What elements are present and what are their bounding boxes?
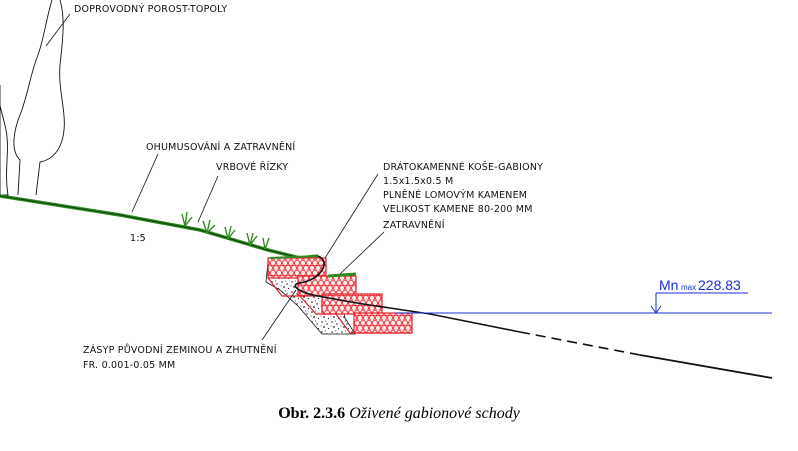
water-level: Mn max 228.83 <box>396 277 772 314</box>
backfill-label-2: FR. 0.001-0.05 MM <box>83 360 175 371</box>
humus-label: OHUMUSOVÁNÍ A ZATRAVNĚNÍ <box>146 141 295 153</box>
grassed-slope <box>0 194 319 260</box>
gabion-label-5: ZATRAVNĚNÍ <box>383 219 445 231</box>
caption-number: Obr. 2.3.6 <box>278 405 346 422</box>
gabion-leader <box>324 173 379 259</box>
gabion-4 <box>353 312 413 334</box>
riverbed-line <box>639 354 773 379</box>
willow-leader <box>197 175 219 223</box>
trees-leader <box>45 13 71 47</box>
water-level-value: 228.83 <box>698 277 741 293</box>
gabion-3 <box>321 293 383 315</box>
gabion-label-1: DRÁTOKAMENNÉ KOŠE-GABIONY <box>383 161 543 173</box>
figure-caption: Obr. 2.3.6 Oživené gabionové schody <box>0 405 798 423</box>
willow-label: VRBOVÉ ŘÍZKY <box>216 161 288 173</box>
willow-cuttings <box>181 211 270 250</box>
gabion-grass <box>327 272 357 278</box>
gabion-label-2: 1.5x1.5x0.5 M <box>383 176 453 187</box>
humus-leader <box>131 153 159 213</box>
grass-leader <box>339 231 385 275</box>
trees-label: DOPROVODNÝ POROST-TOPOLY <box>74 3 227 15</box>
gabion-baskets <box>267 257 413 334</box>
backfill-leader <box>261 289 297 341</box>
poplar-tree <box>0 0 65 196</box>
caption-title: Oživené gabionové schody <box>349 405 520 422</box>
gabion-label-4: VELIKOST KAMENE 80-200 MM <box>383 204 533 215</box>
water-level-symbol: Mn <box>659 277 678 293</box>
gabion-label-3: PLNĚNÉ LOMOVÝM KAMENEM <box>383 189 527 201</box>
ground-line <box>294 255 521 333</box>
gabion-1 <box>267 257 327 279</box>
water-level-subscript: max <box>681 283 696 292</box>
slope-label: 1:5 <box>130 233 146 244</box>
riverbed-dashed <box>519 331 641 356</box>
backfill-label-1: ZÁSYP PŮVODNÍ ZEMINOU A ZHUTNĚNÍ <box>83 344 277 356</box>
